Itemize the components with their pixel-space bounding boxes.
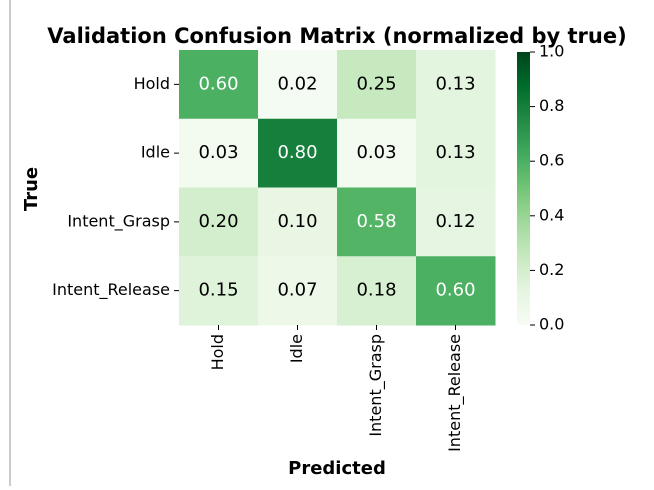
colorbar-tick-label: 0.4 — [539, 205, 564, 224]
cell-label: 0.07 — [277, 280, 317, 301]
cell-label: 0.25 — [356, 73, 396, 94]
y-tick-label: Intent_Grasp — [67, 211, 170, 231]
cell-label: 0.18 — [356, 280, 396, 301]
colorbar-tick-label: 0.2 — [539, 260, 564, 279]
cell-label: 0.13 — [435, 142, 475, 163]
cell-label: 0.60 — [198, 73, 238, 94]
heatmap-cell — [179, 187, 259, 257]
cell-label: 0.15 — [198, 280, 238, 301]
cell-label: 0.03 — [356, 142, 396, 163]
heatmap-cell — [179, 256, 259, 326]
cell-label: 0.10 — [277, 211, 317, 232]
y-tick-label: Intent_Release — [52, 280, 170, 300]
y-axis-label: True — [21, 167, 42, 211]
colorbar-tick-label: 1.0 — [539, 42, 564, 61]
colorbar — [517, 52, 530, 325]
heatmap-cell — [337, 118, 417, 188]
cell-label: 0.13 — [435, 73, 475, 94]
cell-label: 0.80 — [277, 142, 317, 163]
heatmap-cell — [258, 256, 338, 326]
cell-label: 0.02 — [277, 73, 317, 94]
heatmap-cell — [337, 256, 417, 326]
heatmap-cell — [337, 187, 417, 257]
heatmap-cell — [337, 50, 417, 120]
y-tick-label: Idle — [141, 143, 170, 162]
cell-label: 0.60 — [435, 280, 475, 301]
heatmap-cell — [416, 118, 496, 188]
heatmap-cell — [258, 118, 338, 188]
y-tick-label: Hold — [134, 74, 170, 93]
cell-label: 0.03 — [198, 142, 238, 163]
colorbar-tick-label: 0.8 — [539, 96, 564, 115]
x-axis-label: Predicted — [288, 458, 386, 479]
heatmap-cell — [416, 187, 496, 257]
colorbar-tick-label: 0.0 — [539, 315, 564, 334]
x-tick-label: Idle — [287, 334, 306, 363]
colorbar-tick-label: 0.6 — [539, 151, 564, 170]
chart-title: Validation Confusion Matrix (normalized … — [47, 24, 626, 48]
heatmap-cell — [179, 118, 259, 188]
x-tick-label: Intent_Release — [445, 334, 465, 452]
x-tick-label: Intent_Grasp — [366, 334, 386, 437]
cell-label: 0.58 — [356, 211, 396, 232]
heatmap-cell — [179, 50, 259, 120]
cell-label: 0.12 — [435, 211, 475, 232]
heatmap-cell — [258, 187, 338, 257]
heatmap-cell — [416, 50, 496, 120]
heatmap-cell — [416, 256, 496, 326]
heatmap-cell — [258, 50, 338, 120]
x-tick-label: Hold — [208, 334, 227, 370]
cell-label: 0.20 — [198, 211, 238, 232]
